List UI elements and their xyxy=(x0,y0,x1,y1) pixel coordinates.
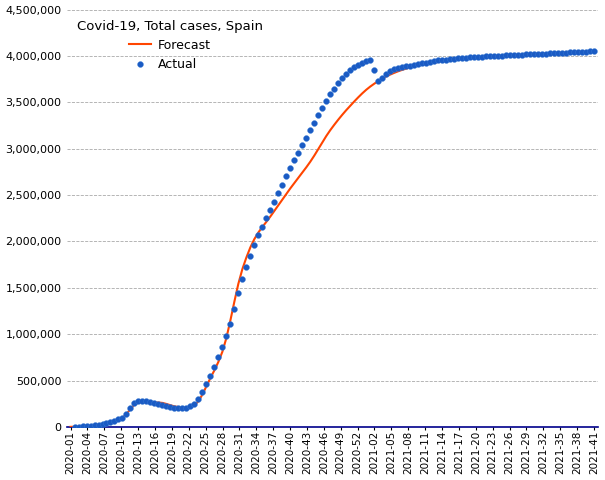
Actual xyxy=(394,65,402,71)
Forecast xyxy=(111,418,118,423)
Actual xyxy=(71,424,78,430)
Actual xyxy=(590,48,598,54)
Actual xyxy=(163,403,170,408)
Actual xyxy=(367,57,374,62)
Legend: Forecast, Actual: Forecast, Actual xyxy=(73,16,266,75)
Line: Actual: Actual xyxy=(71,48,597,430)
Forecast xyxy=(131,402,138,408)
Actual xyxy=(91,422,98,428)
Line: Forecast: Forecast xyxy=(71,51,594,427)
Actual xyxy=(474,54,482,60)
Forecast xyxy=(243,255,250,261)
Forecast xyxy=(486,54,494,60)
Forecast xyxy=(227,318,234,324)
Actual xyxy=(454,56,462,61)
Forecast xyxy=(67,424,74,430)
Forecast xyxy=(491,54,498,60)
Forecast xyxy=(590,48,598,54)
